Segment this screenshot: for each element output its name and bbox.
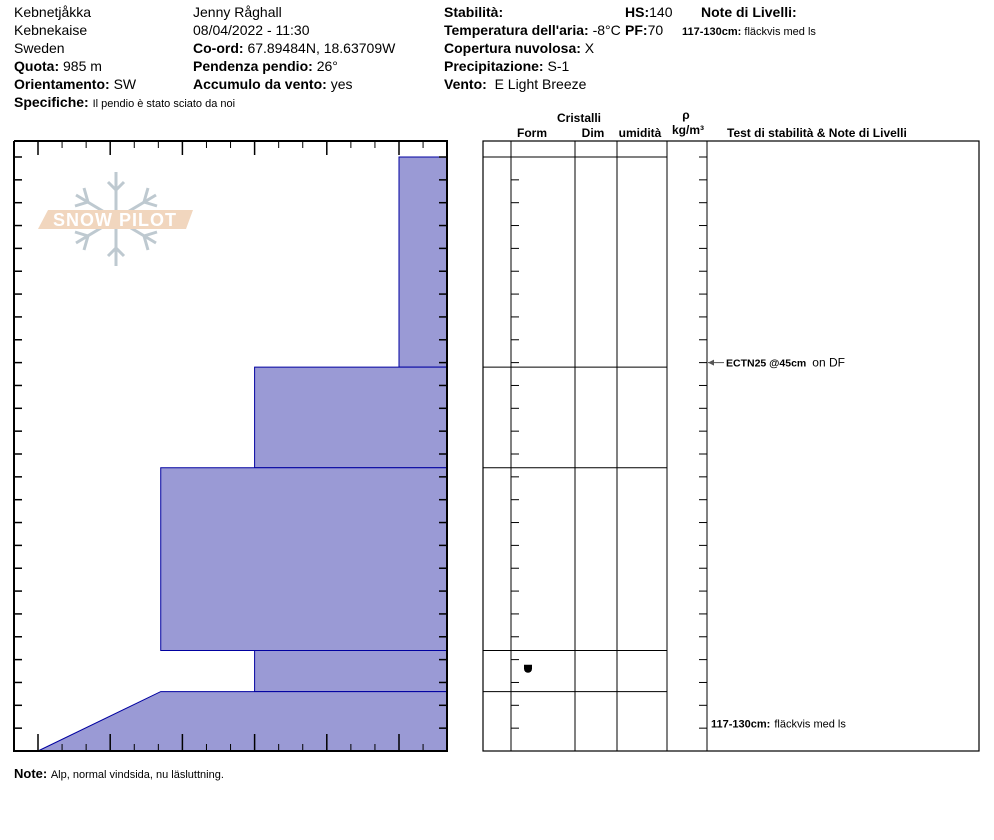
hardness-layer-3 [254, 649, 448, 693]
header-layer-note: 117-130cm: fläckvis med ls [682, 24, 816, 40]
header-crystals: Cristalli [557, 111, 601, 125]
layer-notes-title: Note di Livelli: [701, 4, 797, 20]
observer: Jenny Råghall [193, 4, 282, 20]
wind-loading-value: yes [330, 76, 353, 92]
layer-note: 117-130cm: fläckvis med ls [711, 719, 846, 731]
pf-value: 70 [647, 22, 664, 38]
layer-table-frame [482, 140, 980, 752]
datetime: 08/04/2022 - 11:30 [193, 22, 310, 38]
header-density: kg/m³ [672, 123, 704, 137]
wind: Vento: E Light Breeze [444, 76, 586, 92]
air-temp-value: -8°C [592, 22, 621, 38]
pf: PF:70 [625, 22, 664, 38]
aspect: Orientamento: SW [14, 76, 136, 92]
specifics-value: Il pendio è stato sciato da noi [92, 98, 236, 110]
hs: HS:140 [625, 4, 672, 20]
test-note: on DF [812, 356, 845, 370]
country: Sweden [14, 40, 65, 56]
header-rho: ρ [682, 108, 689, 122]
snow-pilot-logo: SNOW PILOT [38, 172, 193, 266]
elevation-value: 985 m [63, 58, 102, 74]
layer-note-text: fläckvis med ls [774, 719, 846, 731]
hs-value: 140 [649, 4, 673, 20]
logo-text: SNOW PILOT [53, 210, 177, 230]
layer-note-text: fläckvis med ls [744, 26, 816, 38]
coord-value: 67.89484N, 18.63709W [247, 40, 396, 56]
sky-label: Copertura nuvolosa: [444, 40, 581, 56]
air-temp-label: Temperatura dell'aria: [444, 22, 589, 38]
location: Kebnetjåkka [14, 4, 92, 20]
slope: Pendenza pendio: 26° [193, 58, 338, 74]
melt-form-icon [524, 664, 532, 673]
air-temp: Temperatura dell'aria: -8°C [444, 22, 621, 38]
pf-label: PF: [625, 22, 648, 38]
hs-label: HS: [625, 4, 650, 20]
area: Kebnekaise [14, 22, 88, 38]
test-code: ECTN25 @45cm [726, 358, 806, 370]
layer-note-range: 117-130cm: [682, 26, 742, 38]
header-form: Form [517, 126, 547, 140]
coord-label: Co-ord: [193, 40, 244, 56]
stability: Stabilità: [444, 4, 503, 20]
slope-value: 26° [316, 58, 338, 74]
elevation: Quota: 985 m [14, 58, 102, 74]
stability-label: Stabilità: [444, 4, 504, 20]
hardness-layer-0 [398, 156, 448, 368]
hardness-layer-2 [160, 467, 448, 651]
stability-test: ECTN25 @45cm on DF [726, 356, 845, 370]
elevation-label: Quota: [14, 58, 60, 74]
wind-loading: Accumulo da vento: yes [193, 76, 352, 92]
arrow-left-icon [708, 359, 714, 366]
hardness-layer-4 [37, 691, 448, 752]
sky-value: X [584, 40, 595, 56]
precip: Precipitazione: S-1 [444, 58, 569, 74]
aspect-label: Orientamento: [14, 76, 110, 92]
specifics: Specifiche: Il pendio è stato sciato da … [14, 94, 235, 112]
sky: Copertura nuvolosa: X [444, 40, 594, 56]
note-label: Note: [14, 766, 48, 781]
specifics-label: Specifiche: [14, 94, 89, 110]
footer-note: Note: Alp, normal vindsida, nu läsluttni… [14, 766, 224, 783]
wind-value: E Light Breeze [494, 76, 587, 92]
logo-band [38, 210, 193, 229]
wind-loading-label: Accumulo da vento: [193, 76, 327, 92]
aspect-value: SW [113, 76, 137, 92]
precip-label: Precipitazione: [444, 58, 544, 74]
wind-label: Vento: [444, 76, 487, 92]
coord: Co-ord: 67.89484N, 18.63709W [193, 40, 395, 56]
header-size: Dim [582, 126, 605, 140]
header-tests: Test di stabilità & Note di Livelli [727, 126, 907, 140]
layer-note-range: 117-130cm: [711, 719, 770, 731]
hardness-layer-1 [254, 366, 448, 469]
slope-label: Pendenza pendio: [193, 58, 313, 74]
precip-value: S-1 [547, 58, 570, 74]
note-value: Alp, normal vindsida, nu läsluttning. [50, 769, 224, 781]
header-moisture: umidità [619, 126, 662, 140]
